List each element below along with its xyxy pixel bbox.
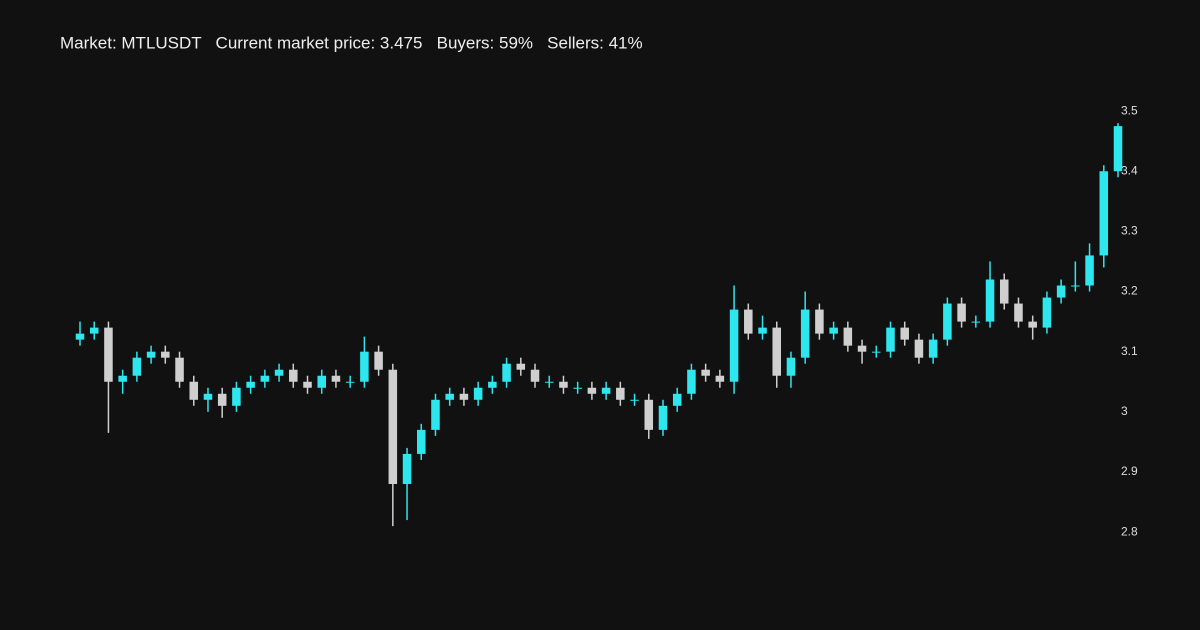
- candle-body: [132, 357, 142, 376]
- candle-body: [687, 369, 696, 394]
- candle-body: [345, 381, 355, 383]
- candle-body: [317, 375, 326, 388]
- candle-body: [260, 375, 270, 382]
- candle-body: [729, 309, 739, 382]
- y-tick-label: 2.9: [1121, 464, 1138, 478]
- candle-body: [744, 309, 753, 334]
- candle-body: [1071, 285, 1080, 287]
- candle-body: [289, 369, 298, 382]
- candle-body: [331, 375, 341, 382]
- candle-body: [246, 381, 255, 388]
- candle-body: [672, 393, 682, 406]
- y-tick-label: 3.3: [1121, 224, 1138, 238]
- candle-body: [772, 327, 782, 376]
- candle-body: [601, 387, 611, 394]
- candle-body: [900, 327, 909, 340]
- y-tick-label: 3.5: [1121, 103, 1138, 117]
- chart-title: Market: MTLUSDT Current market price: 3.…: [60, 33, 643, 52]
- candle-body: [857, 345, 867, 352]
- candle-body: [217, 393, 227, 406]
- candle-body: [431, 399, 440, 430]
- candle-body: [1028, 321, 1037, 328]
- candle-body: [516, 363, 526, 370]
- candle-body: [360, 351, 369, 382]
- candle-body: [701, 369, 710, 376]
- candle-body: [1014, 303, 1023, 322]
- y-tick-label: 3: [1121, 404, 1128, 418]
- candle-body: [232, 387, 241, 406]
- candle-body: [416, 429, 426, 454]
- y-tick-label: 2.8: [1121, 524, 1138, 538]
- candle-body: [1085, 255, 1094, 286]
- candle-body: [104, 327, 113, 382]
- y-tick-label: 3.2: [1121, 284, 1138, 298]
- candle-body: [943, 303, 952, 340]
- candle-body: [459, 393, 469, 400]
- candle-body: [644, 399, 654, 430]
- candle-body: [388, 369, 398, 484]
- candle-body: [928, 339, 938, 358]
- candle-body: [530, 369, 540, 382]
- candle-body: [985, 279, 995, 322]
- candle-body: [573, 387, 582, 389]
- candle-body: [402, 453, 412, 484]
- candle-body: [274, 369, 284, 376]
- candle-body: [1099, 171, 1109, 256]
- candle-body: [118, 375, 127, 382]
- candle-body: [971, 321, 981, 323]
- candle-body: [1113, 126, 1123, 172]
- candle-body: [758, 327, 767, 334]
- y-tick-label: 3.4: [1121, 163, 1138, 177]
- candle-body: [843, 327, 853, 346]
- y-tick-label: 3.1: [1121, 344, 1138, 358]
- candle-body: [161, 351, 170, 358]
- candle-body: [146, 351, 156, 358]
- candle-body: [473, 387, 483, 400]
- candle-body: [89, 327, 99, 334]
- candle-body: [957, 303, 966, 322]
- candle-body: [630, 399, 639, 401]
- candle-body: [872, 351, 881, 353]
- candle-body: [75, 333, 85, 340]
- candle-body: [189, 381, 199, 400]
- candle-body: [303, 381, 312, 388]
- candle-body: [175, 357, 184, 382]
- candle-body: [800, 309, 810, 358]
- candle-body: [715, 375, 725, 382]
- candle-body: [559, 381, 568, 388]
- candle-body: [502, 363, 511, 382]
- candle-body: [658, 405, 668, 430]
- candle-body: [1042, 297, 1052, 328]
- candle-body: [445, 393, 454, 400]
- candle-body: [616, 387, 625, 400]
- candle-body: [587, 387, 597, 394]
- candle-body: [544, 381, 554, 383]
- candle-body: [488, 381, 497, 388]
- candle-body: [999, 279, 1009, 304]
- candle-body: [914, 339, 924, 358]
- candle-body: [886, 327, 895, 352]
- candle-body: [786, 357, 796, 376]
- candle-body: [1056, 285, 1066, 298]
- candle-body: [815, 309, 824, 334]
- candle-body: [374, 351, 383, 370]
- candle-body: [829, 327, 838, 334]
- candle-body: [203, 393, 213, 400]
